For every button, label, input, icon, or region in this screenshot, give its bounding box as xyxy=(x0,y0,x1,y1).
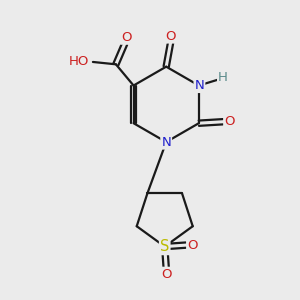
Text: O: O xyxy=(165,29,176,43)
Text: O: O xyxy=(187,238,198,252)
Text: O: O xyxy=(161,268,171,281)
Text: O: O xyxy=(121,31,131,44)
Text: HO: HO xyxy=(69,56,89,68)
Text: S: S xyxy=(160,239,169,254)
Text: N: N xyxy=(194,79,204,92)
Text: H: H xyxy=(218,71,228,84)
Text: N: N xyxy=(161,136,171,148)
Text: O: O xyxy=(224,115,235,128)
